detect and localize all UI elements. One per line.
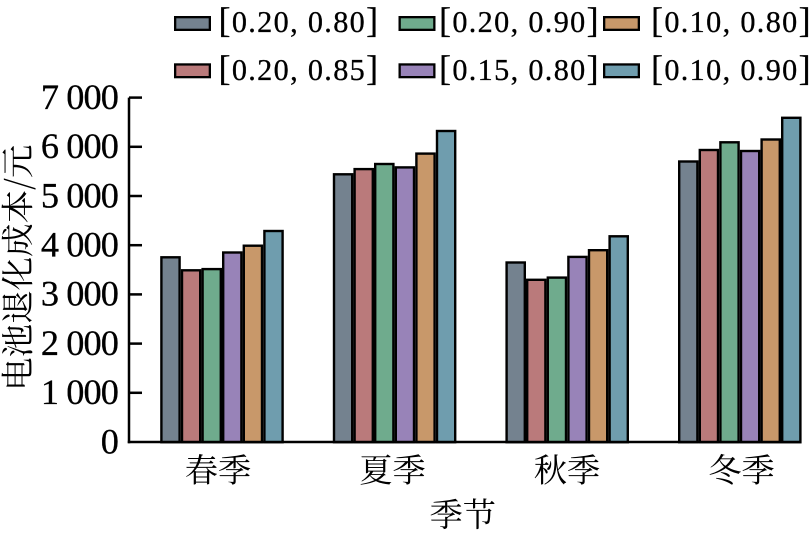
svg-text:3 000: 3 000 bbox=[41, 274, 118, 314]
svg-text:5 000: 5 000 bbox=[41, 175, 118, 215]
svg-text:[0.20, 0.80]: [0.20, 0.80] bbox=[219, 0, 380, 40]
svg-text:[0.10, 0.90]: [0.10, 0.90] bbox=[651, 48, 812, 88]
svg-text:[0.20, 0.85]: [0.20, 0.85] bbox=[219, 48, 380, 88]
svg-text:[0.20, 0.90]: [0.20, 0.90] bbox=[439, 0, 600, 40]
svg-text:4 000: 4 000 bbox=[41, 225, 118, 265]
svg-text:0: 0 bbox=[101, 421, 118, 461]
svg-text:1 000: 1 000 bbox=[41, 372, 118, 412]
svg-text:2 000: 2 000 bbox=[41, 323, 118, 363]
svg-text:6 000: 6 000 bbox=[41, 126, 118, 166]
svg-text:7 000: 7 000 bbox=[41, 77, 118, 117]
svg-text:[0.15, 0.80]: [0.15, 0.80] bbox=[439, 48, 600, 88]
svg-text:[0.10, 0.80]: [0.10, 0.80] bbox=[651, 0, 812, 40]
